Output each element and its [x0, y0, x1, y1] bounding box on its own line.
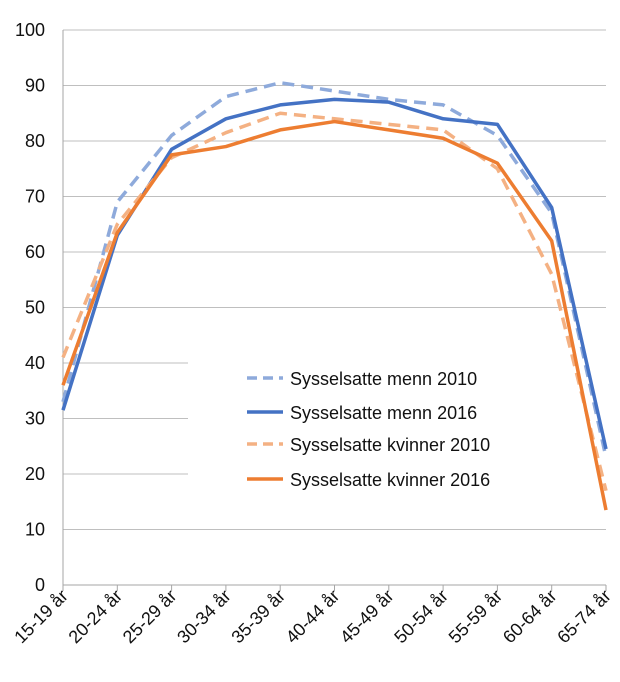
- y-tick-label: 50: [25, 298, 45, 318]
- y-tick-label: 80: [25, 131, 45, 151]
- x-tick-label: 35-39 år: [227, 586, 289, 648]
- x-tick-label: 55-59 år: [445, 586, 507, 648]
- x-tick-label: 60-64 år: [499, 586, 561, 648]
- x-tick-label: 50-54 år: [390, 586, 452, 648]
- series-lines: [61, 80, 608, 511]
- x-tick-label: 40-44 år: [282, 586, 344, 648]
- gridlines: [63, 29, 606, 530]
- legend-label: Sysselsatte menn 2016: [290, 403, 477, 423]
- y-tick-label: 100: [15, 20, 45, 40]
- legend-label: Sysselsatte menn 2010: [290, 369, 477, 389]
- y-tick-label: 20: [25, 464, 45, 484]
- y-tick-label: 60: [25, 242, 45, 262]
- x-tick-label: 20-24 år: [65, 586, 127, 648]
- legend-label: Sysselsatte kvinner 2016: [290, 470, 490, 490]
- y-tick-label: 40: [25, 353, 45, 373]
- legend: Sysselsatte menn 2010 Sysselsatte menn 20…: [247, 369, 490, 490]
- x-tick-label: 30-34 år: [173, 586, 235, 648]
- y-tick-label: 90: [25, 76, 45, 96]
- x-tick-label: 25-29 år: [119, 586, 181, 648]
- legend-label: Sysselsatte kvinner 2010: [290, 435, 490, 455]
- x-tick-label: 65-74 år: [553, 586, 615, 648]
- series-line-sysselsatte-menn-2010: [61, 80, 608, 458]
- x-tick-label: 45-49 år: [336, 586, 398, 648]
- series-line-sysselsatte-menn-2016: [61, 97, 608, 450]
- y-tick-label: 10: [25, 520, 45, 540]
- series-line-sysselsatte-kvinner-2016: [61, 119, 608, 511]
- y-tick-label: 70: [25, 187, 45, 207]
- y-axis: 0 10 20 30 40 50 60 70 80 90 100: [15, 20, 45, 595]
- y-tick-label: 30: [25, 409, 45, 429]
- y-tick-label: 0: [35, 575, 45, 595]
